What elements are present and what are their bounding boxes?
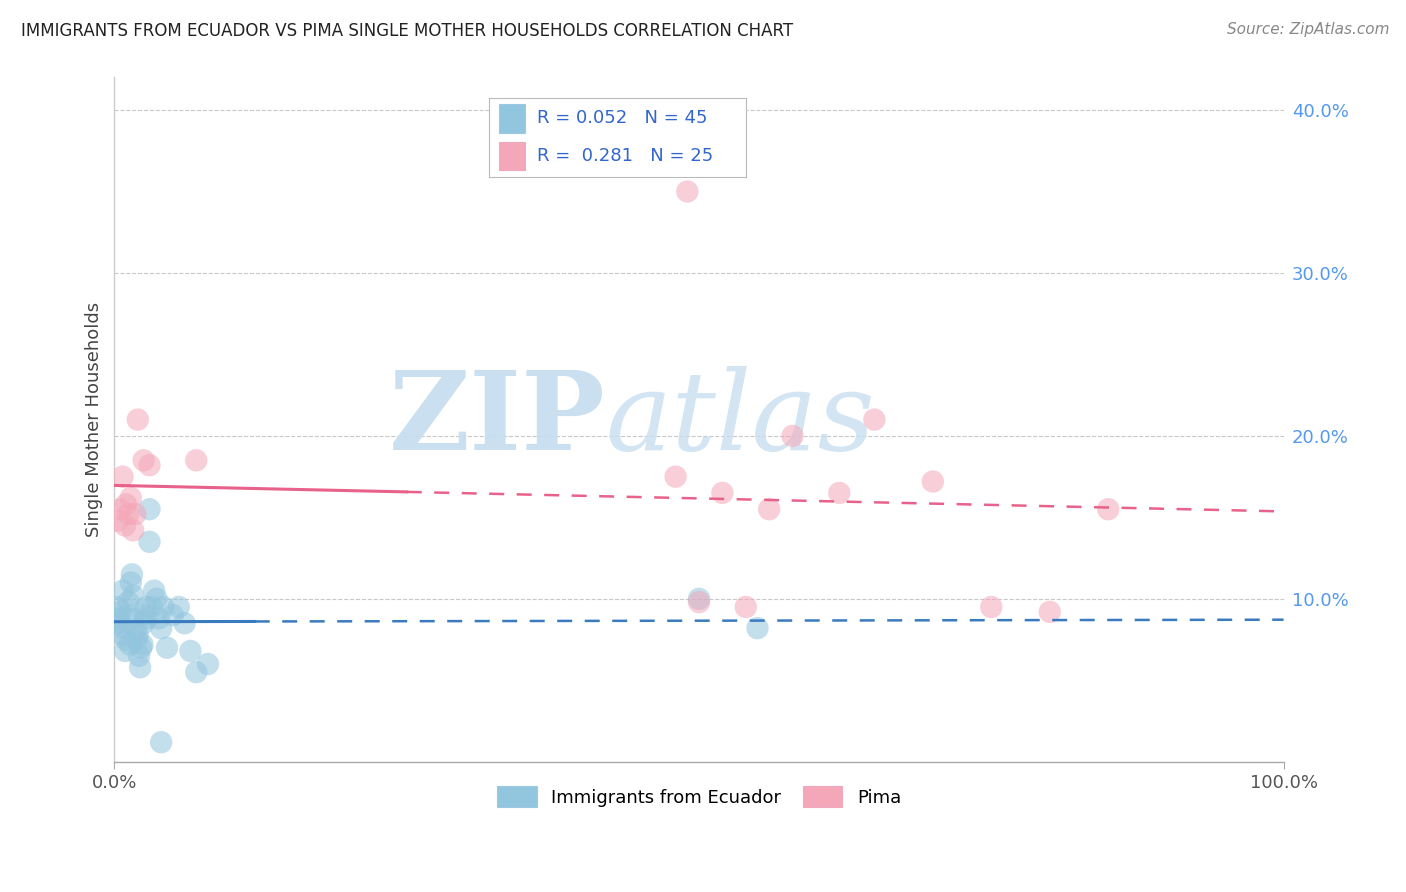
Point: [127, 628, 149, 642]
Point: [107, 599, 129, 614]
Point: [167, 599, 190, 614]
Point: [128, 648, 150, 663]
Point: [186, 665, 208, 680]
Point: [131, 637, 153, 651]
Point: [150, 621, 173, 635]
Point: [124, 507, 146, 521]
Text: Source: ZipAtlas.com: Source: ZipAtlas.com: [1226, 22, 1389, 37]
Point: [863, 412, 886, 426]
Point: [143, 583, 166, 598]
Point: [197, 657, 219, 671]
Point: [747, 621, 769, 635]
Point: [148, 611, 170, 625]
Point: [108, 611, 131, 625]
Point: [138, 534, 160, 549]
Point: [921, 475, 943, 489]
Point: [980, 599, 1002, 614]
Point: [135, 599, 157, 614]
Point: [105, 616, 128, 631]
Point: [828, 486, 851, 500]
Point: [152, 599, 174, 614]
Point: [117, 608, 139, 623]
Point: [114, 518, 136, 533]
Text: ZIP: ZIP: [388, 366, 606, 473]
Point: [118, 637, 141, 651]
Point: [179, 644, 201, 658]
Point: [111, 469, 134, 483]
Point: [125, 632, 148, 647]
Point: [129, 640, 152, 655]
Point: [136, 611, 159, 625]
Point: [134, 608, 156, 623]
Point: [115, 497, 138, 511]
Point: [117, 507, 139, 521]
Point: [129, 660, 152, 674]
Point: [141, 599, 163, 614]
Point: [782, 429, 804, 443]
Point: [110, 628, 132, 642]
Point: [114, 644, 136, 658]
Point: [110, 605, 132, 619]
Point: [1039, 605, 1062, 619]
Point: [150, 735, 173, 749]
Point: [115, 632, 138, 647]
Point: [138, 502, 160, 516]
Point: [132, 616, 155, 631]
Point: [107, 514, 129, 528]
Point: [676, 185, 699, 199]
Legend: Immigrants from Ecuador, Pima: Immigrants from Ecuador, Pima: [489, 779, 908, 814]
Point: [112, 621, 135, 635]
Point: [120, 575, 142, 590]
Point: [145, 591, 167, 606]
Point: [138, 458, 160, 473]
Point: [665, 469, 688, 483]
Point: [1097, 502, 1119, 516]
Y-axis label: Single Mother Households: Single Mother Households: [86, 302, 103, 537]
Point: [124, 624, 146, 639]
Point: [758, 502, 780, 516]
Point: [734, 599, 756, 614]
Point: [132, 453, 155, 467]
Point: [156, 640, 179, 655]
Point: [110, 502, 132, 516]
Point: [186, 453, 208, 467]
Point: [127, 412, 149, 426]
Point: [162, 608, 184, 623]
Point: [122, 589, 145, 603]
Point: [121, 567, 143, 582]
Point: [122, 524, 145, 538]
Point: [117, 595, 139, 609]
Point: [120, 491, 142, 505]
Point: [688, 595, 710, 609]
Point: [124, 611, 146, 625]
Point: [688, 591, 710, 606]
Text: atlas: atlas: [606, 366, 875, 474]
Point: [111, 583, 134, 598]
Text: IMMIGRANTS FROM ECUADOR VS PIMA SINGLE MOTHER HOUSEHOLDS CORRELATION CHART: IMMIGRANTS FROM ECUADOR VS PIMA SINGLE M…: [21, 22, 793, 40]
Point: [173, 616, 195, 631]
Point: [711, 486, 734, 500]
